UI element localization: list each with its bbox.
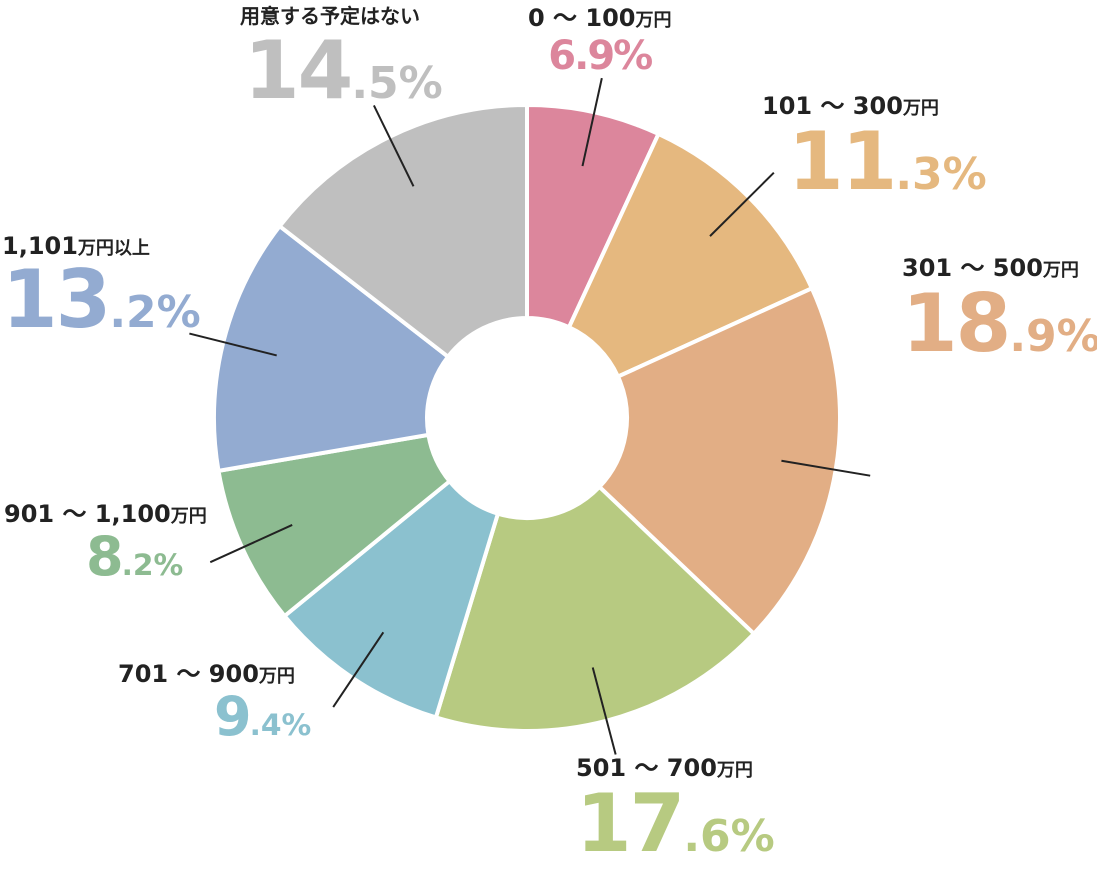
range-label-701-900: 701 〜 900万円 (118, 660, 295, 688)
range-label-901-1100: 901 〜 1,100万円 (4, 500, 207, 528)
range-label-301-500: 301 〜 500万円 (902, 254, 1079, 282)
leader-line-no-plan (373, 105, 415, 187)
donut-hole (427, 318, 627, 518)
percent-label-1101-over: 13.2% (2, 253, 201, 346)
range-label-101-300: 101 〜 300万円 (762, 92, 939, 120)
label-block-901-1100: 901 〜 1,100万円 8.2% (4, 502, 207, 584)
range-label-1101-over: 1,101万円以上 (2, 232, 150, 260)
percent-label-no-plan: 14.5% (244, 24, 443, 117)
percent-label-0-100: 6.9% (548, 33, 653, 79)
percent-label-701-900: 9.4% (214, 685, 312, 748)
range-label-no-plan: 用意する予定はない (240, 4, 420, 28)
label-block-0-100: 0 〜 100万円 6.9% (528, 6, 672, 76)
percent-label-101-300: 11.3% (788, 115, 987, 208)
range-label-501-700: 501 〜 700万円 (576, 754, 753, 782)
percent-label-501-700: 17.6% (576, 777, 775, 870)
label-block-1101-over: 1,101万円以上 13.2% (2, 234, 201, 340)
percent-label-301-500: 18.9% (902, 277, 1097, 370)
label-block-no-plan: 用意する予定はない 14.5% (240, 6, 443, 111)
leader-line-301-500 (781, 459, 871, 477)
leader-line-701-900 (332, 631, 385, 708)
range-label-0-100: 0 〜 100万円 (528, 4, 672, 32)
percent-label-901-1100: 8.2% (86, 525, 184, 588)
leader-line-901-1100 (209, 523, 293, 564)
leader-line-501-700 (591, 667, 617, 755)
leader-line-101-300 (709, 171, 775, 237)
leader-line-1101-over (189, 332, 277, 357)
label-block-301-500: 301 〜 500万円 18.9% (902, 256, 1097, 364)
label-block-501-700: 501 〜 700万円 17.6% (576, 756, 775, 864)
label-block-101-300: 101 〜 300万円 11.3% (762, 94, 987, 202)
label-block-701-900: 701 〜 900万円 9.4% (118, 662, 311, 744)
leader-line-0-100 (581, 77, 603, 167)
